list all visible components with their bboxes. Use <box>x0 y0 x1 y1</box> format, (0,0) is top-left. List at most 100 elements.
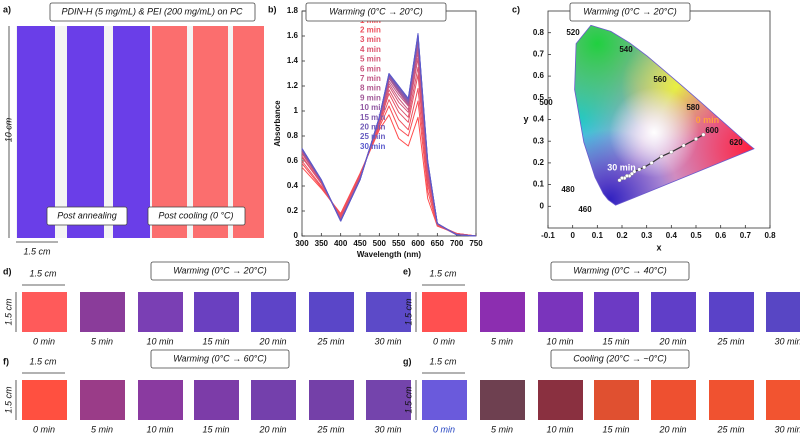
title: Warming (0°C → 20°C) <box>583 6 677 16</box>
x-tick-label: 700 <box>450 239 464 248</box>
time-label: 5 min <box>91 424 113 434</box>
wavelength-label: 460 <box>578 205 592 214</box>
title-box <box>550 349 690 369</box>
wavelength-label: 500 <box>539 98 553 107</box>
strip <box>113 26 150 238</box>
point <box>701 132 706 137</box>
wavelength-label: 580 <box>686 103 700 112</box>
scale-label: 1.5 cm <box>3 298 13 326</box>
series-line <box>301 34 477 237</box>
time-label: 20 min <box>658 336 686 346</box>
x-tick-label: 0.7 <box>740 231 752 240</box>
swatch <box>709 292 754 332</box>
y-tick-label: 0 <box>540 201 545 210</box>
swatch <box>651 380 696 420</box>
title: Warming (0°C → 40°C) <box>573 265 667 275</box>
time-label: 30 min <box>774 336 800 346</box>
swatch <box>80 292 125 332</box>
panel-label: c) <box>512 4 520 14</box>
time-label: 5 min <box>91 336 113 346</box>
time-label: 15 min <box>602 336 629 346</box>
title: Warming (0°C → 20°C) <box>173 265 267 275</box>
x-tick-label: 0.8 <box>764 231 776 240</box>
swatch <box>194 292 239 332</box>
title-box <box>550 261 690 281</box>
x-axis-label: Wavelength (nm) <box>357 250 421 259</box>
series-line <box>301 36 477 237</box>
x-tick-label: 0.6 <box>715 231 727 240</box>
y-tick-label: 1.6 <box>287 31 299 40</box>
time-label: 30 min <box>374 424 401 434</box>
point <box>649 160 654 165</box>
title-box <box>49 2 256 22</box>
x-tick-label: 350 <box>315 239 329 248</box>
swatch <box>538 292 583 332</box>
annotation: 30 min <box>607 163 636 173</box>
time-label: 20 min <box>258 336 286 346</box>
y-tick-label: 0.6 <box>287 156 299 165</box>
y-axis-label: Absorbance <box>273 100 282 147</box>
photo-title: PDIN-H (5 mg/mL) & PEI (200 mg/mL) on PC <box>61 6 243 16</box>
series-line <box>301 41 477 237</box>
wavelength-label: 480 <box>561 185 575 194</box>
wavelength-label: 540 <box>619 45 633 54</box>
swatch <box>594 380 639 420</box>
swatch <box>22 292 67 332</box>
swatch <box>651 292 696 332</box>
scale-label: 1.5 cm <box>29 268 57 278</box>
scale-label: 1.5 cm <box>429 268 457 278</box>
swatch <box>22 380 67 420</box>
y-tick-label: 0.2 <box>287 206 299 215</box>
swatch <box>251 380 296 420</box>
y-tick-label: 0.8 <box>287 131 299 140</box>
x-tick-label: 650 <box>431 239 445 248</box>
photo: PDIN-H (5 mg/mL) & PEI (200 mg/mL) on PC… <box>3 2 264 256</box>
scale-label: 1.5 cm <box>403 298 413 326</box>
legend-entry: 25 min <box>360 132 385 141</box>
title-box <box>569 2 691 22</box>
scale-label: 1.5 cm <box>403 386 413 414</box>
time-label: 25 min <box>716 424 744 434</box>
legend-entry: 9 min <box>360 93 381 102</box>
y-axis-label: y <box>523 114 528 124</box>
time-label: 10 min <box>146 336 173 346</box>
plot-frame <box>301 10 477 237</box>
legend-entry: 20 min <box>360 123 385 132</box>
time-label: 30 min <box>774 424 800 434</box>
wavelength-label: 520 <box>566 28 580 37</box>
series-line <box>301 66 477 237</box>
panel-label: d) <box>3 266 12 276</box>
series-line <box>301 74 477 237</box>
label-box <box>147 206 246 226</box>
point <box>620 176 624 181</box>
legend-entry: 7 min <box>360 74 381 83</box>
x-axis-label: x <box>656 242 661 252</box>
time-label: 30 min <box>374 336 401 346</box>
scale-label: 1.5 cm <box>429 356 457 366</box>
series-line <box>301 114 477 237</box>
x-tick-label: 750 <box>469 239 483 248</box>
y-tick-label: 0.3 <box>533 136 545 145</box>
x-tick-label: 500 <box>373 239 387 248</box>
time-label: 5 min <box>491 424 513 434</box>
time-label: 25 min <box>716 336 744 346</box>
swatch <box>366 380 411 420</box>
photo-label: Post annealing <box>57 210 117 220</box>
legend-entry: 6 min <box>360 64 381 73</box>
strip <box>193 26 228 238</box>
wavelength-label: 620 <box>729 138 743 147</box>
time-label: 15 min <box>202 424 229 434</box>
time-label: 15 min <box>202 336 229 346</box>
title-box <box>150 261 290 281</box>
y-tick-label: 0.2 <box>533 158 545 167</box>
scale-label: 1.5 cm <box>23 246 51 256</box>
legend-entry: 2 min <box>360 26 381 35</box>
y-tick-label: 1.8 <box>287 6 299 15</box>
point <box>637 167 642 172</box>
photo-label: Post cooling (0 °C) <box>158 210 233 220</box>
point <box>659 154 664 159</box>
time-label: 0 min <box>433 424 455 434</box>
legend-entry: 3 min <box>360 35 381 44</box>
panel-label: b) <box>268 4 277 14</box>
swatch <box>538 380 583 420</box>
